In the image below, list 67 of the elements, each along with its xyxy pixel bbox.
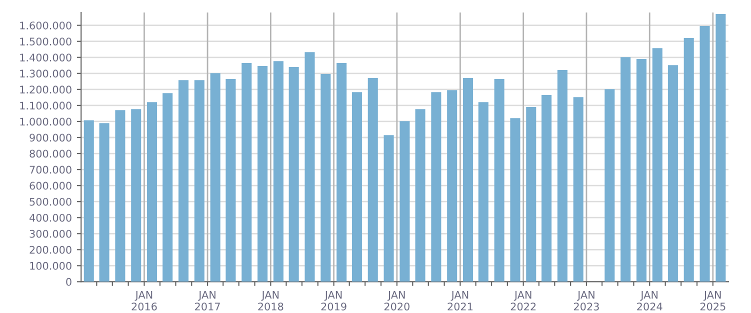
y-tick-label: 1.400.000 bbox=[20, 54, 72, 62]
bar bbox=[288, 66, 299, 282]
bar bbox=[636, 58, 646, 282]
x-tick-label: JAN 2022 bbox=[510, 291, 536, 310]
y-tick-label: 1.500.000 bbox=[20, 38, 72, 46]
x-tick-label: JAN 2018 bbox=[258, 291, 284, 310]
y-tick-label: 1.000.000 bbox=[20, 118, 72, 126]
bar bbox=[415, 109, 426, 282]
x-tick-label: JAN 2024 bbox=[637, 291, 662, 310]
bar bbox=[368, 78, 378, 282]
bar bbox=[447, 90, 458, 282]
y-tick-label: 300.000 bbox=[30, 230, 72, 238]
x-tick-label: JAN 2023 bbox=[574, 291, 599, 310]
y-tick-label: 1.100.000 bbox=[20, 102, 72, 110]
y-tick-label: 800.000 bbox=[30, 150, 72, 158]
bar bbox=[99, 123, 110, 282]
x-tick-label: JAN 2021 bbox=[448, 291, 473, 310]
y-tick-label: 1.200.000 bbox=[20, 86, 72, 94]
bar bbox=[210, 73, 220, 282]
bar bbox=[557, 70, 568, 282]
bar bbox=[258, 66, 268, 282]
x-tick-label: JAN 2017 bbox=[195, 291, 220, 310]
bar bbox=[668, 65, 678, 282]
x-tick-label: JAN 2019 bbox=[321, 291, 346, 310]
y-tick-label: 1.600.000 bbox=[20, 22, 72, 30]
bar bbox=[620, 57, 631, 282]
bar bbox=[84, 120, 94, 282]
bar bbox=[273, 61, 284, 282]
y-tick-label: 900.000 bbox=[30, 134, 72, 142]
bar bbox=[242, 62, 252, 282]
bar bbox=[304, 52, 315, 282]
bar bbox=[431, 92, 442, 282]
bar bbox=[384, 135, 394, 282]
bar bbox=[194, 80, 204, 282]
bar bbox=[510, 118, 520, 282]
bar bbox=[526, 107, 536, 282]
bar bbox=[684, 38, 694, 282]
y-tick-label: 500.000 bbox=[30, 198, 72, 206]
bar bbox=[320, 74, 331, 282]
bar bbox=[604, 89, 615, 282]
bar bbox=[542, 95, 552, 282]
y-tick-label: 200.000 bbox=[30, 246, 72, 254]
bar bbox=[494, 79, 504, 282]
bar bbox=[716, 14, 726, 282]
bar bbox=[162, 93, 173, 282]
x-tick-label: JAN 2025 bbox=[700, 291, 726, 310]
bar bbox=[336, 62, 347, 282]
y-tick-label: 1.300.000 bbox=[20, 70, 72, 78]
y-tick-label: 600.000 bbox=[30, 182, 72, 190]
bar bbox=[400, 121, 410, 282]
bar bbox=[131, 109, 142, 282]
bar bbox=[652, 48, 662, 282]
x-tick-label: JAN 2016 bbox=[132, 291, 157, 310]
bar bbox=[147, 102, 158, 282]
y-tick-label: 700.000 bbox=[30, 166, 72, 174]
y-tick-label: 0 bbox=[66, 278, 72, 286]
bar bbox=[115, 110, 126, 282]
x-tick-label: JAN 2020 bbox=[384, 291, 410, 310]
bar bbox=[462, 78, 474, 282]
bar bbox=[700, 26, 710, 282]
y-tick-label: 100.000 bbox=[30, 262, 72, 270]
y-tick-label: 400.000 bbox=[30, 214, 72, 222]
bar bbox=[352, 92, 362, 282]
bar bbox=[573, 97, 584, 282]
bar bbox=[478, 102, 488, 282]
bar bbox=[226, 79, 236, 282]
bar bbox=[178, 80, 189, 282]
